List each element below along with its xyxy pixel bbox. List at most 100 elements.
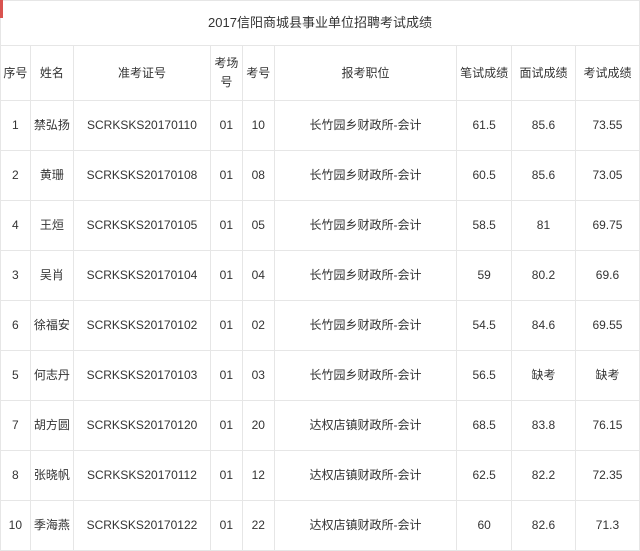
header-exam: 考试成绩 (575, 46, 639, 101)
cell-exam: 73.05 (575, 151, 639, 201)
cell-seq: 7 (1, 401, 31, 451)
cell-room: 01 (210, 101, 242, 151)
cell-exam: 69.55 (575, 301, 639, 351)
cell-name: 张晓帆 (30, 451, 73, 501)
cell-written: 60 (457, 501, 512, 551)
cell-interview: 85.6 (512, 151, 576, 201)
cell-num: 12 (242, 451, 274, 501)
cell-name: 季海燕 (30, 501, 73, 551)
cell-interview: 80.2 (512, 251, 576, 301)
cell-seq: 10 (1, 501, 31, 551)
accent-bar (0, 0, 3, 18)
cell-name: 黄珊 (30, 151, 73, 201)
cell-name: 徐福安 (30, 301, 73, 351)
table-row: 3吴肖SCRKSKS201701040104长竹园乡财政所-会计5980.269… (1, 251, 640, 301)
cell-admission: SCRKSKS20170110 (74, 101, 211, 151)
table-row: 6徐福安SCRKSKS201701020102长竹园乡财政所-会计54.584.… (1, 301, 640, 351)
table-title: 2017信阳商城县事业单位招聘考试成绩 (1, 1, 640, 46)
cell-written: 62.5 (457, 451, 512, 501)
cell-exam: 69.75 (575, 201, 639, 251)
cell-admission: SCRKSKS20170103 (74, 351, 211, 401)
cell-name: 禁弘扬 (30, 101, 73, 151)
header-admission: 准考证号 (74, 46, 211, 101)
cell-name: 王烜 (30, 201, 73, 251)
cell-num: 08 (242, 151, 274, 201)
cell-num: 05 (242, 201, 274, 251)
cell-admission: SCRKSKS20170122 (74, 501, 211, 551)
table-row: 1禁弘扬SCRKSKS201701100110长竹园乡财政所-会计61.585.… (1, 101, 640, 151)
cell-exam: 71.3 (575, 501, 639, 551)
cell-written: 56.5 (457, 351, 512, 401)
table-body: 1禁弘扬SCRKSKS201701100110长竹园乡财政所-会计61.585.… (1, 101, 640, 551)
cell-seq: 2 (1, 151, 31, 201)
cell-interview: 缺考 (512, 351, 576, 401)
cell-exam: 72.35 (575, 451, 639, 501)
table-row: 7胡方圆SCRKSKS201701200120达权店镇财政所-会计68.583.… (1, 401, 640, 451)
cell-room: 01 (210, 201, 242, 251)
cell-position: 长竹园乡财政所-会计 (274, 151, 457, 201)
cell-num: 04 (242, 251, 274, 301)
cell-interview: 82.2 (512, 451, 576, 501)
table-row: 8张晓帆SCRKSKS201701120112达权店镇财政所-会计62.582.… (1, 451, 640, 501)
cell-num: 03 (242, 351, 274, 401)
title-row: 2017信阳商城县事业单位招聘考试成绩 (1, 1, 640, 46)
header-row: 序号 姓名 准考证号 考场号 考号 报考职位 笔试成绩 面试成绩 考试成绩 (1, 46, 640, 101)
cell-position: 长竹园乡财政所-会计 (274, 201, 457, 251)
header-seq: 序号 (1, 46, 31, 101)
cell-written: 54.5 (457, 301, 512, 351)
header-name: 姓名 (30, 46, 73, 101)
cell-written: 59 (457, 251, 512, 301)
cell-num: 22 (242, 501, 274, 551)
cell-room: 01 (210, 351, 242, 401)
cell-interview: 84.6 (512, 301, 576, 351)
results-table: 2017信阳商城县事业单位招聘考试成绩 序号 姓名 准考证号 考场号 考号 报考… (0, 0, 640, 551)
cell-room: 01 (210, 251, 242, 301)
cell-written: 68.5 (457, 401, 512, 451)
cell-room: 01 (210, 301, 242, 351)
cell-exam: 73.55 (575, 101, 639, 151)
cell-seq: 3 (1, 251, 31, 301)
cell-position: 长竹园乡财政所-会计 (274, 101, 457, 151)
header-position: 报考职位 (274, 46, 457, 101)
cell-admission: SCRKSKS20170102 (74, 301, 211, 351)
cell-admission: SCRKSKS20170120 (74, 401, 211, 451)
cell-position: 达权店镇财政所-会计 (274, 401, 457, 451)
cell-admission: SCRKSKS20170108 (74, 151, 211, 201)
cell-written: 61.5 (457, 101, 512, 151)
cell-written: 58.5 (457, 201, 512, 251)
header-interview: 面试成绩 (512, 46, 576, 101)
cell-name: 胡方圆 (30, 401, 73, 451)
cell-interview: 81 (512, 201, 576, 251)
cell-interview: 82.6 (512, 501, 576, 551)
table-container: 2017信阳商城县事业单位招聘考试成绩 序号 姓名 准考证号 考场号 考号 报考… (0, 0, 640, 551)
cell-interview: 83.8 (512, 401, 576, 451)
cell-position: 长竹园乡财政所-会计 (274, 351, 457, 401)
header-room: 考场号 (210, 46, 242, 101)
cell-num: 02 (242, 301, 274, 351)
cell-exam: 缺考 (575, 351, 639, 401)
cell-seq: 8 (1, 451, 31, 501)
cell-num: 10 (242, 101, 274, 151)
cell-name: 吴肖 (30, 251, 73, 301)
cell-admission: SCRKSKS20170105 (74, 201, 211, 251)
table-row: 5何志丹SCRKSKS201701030103长竹园乡财政所-会计56.5缺考缺… (1, 351, 640, 401)
cell-exam: 69.6 (575, 251, 639, 301)
cell-admission: SCRKSKS20170112 (74, 451, 211, 501)
cell-position: 达权店镇财政所-会计 (274, 501, 457, 551)
cell-num: 20 (242, 401, 274, 451)
cell-name: 何志丹 (30, 351, 73, 401)
cell-seq: 5 (1, 351, 31, 401)
cell-room: 01 (210, 151, 242, 201)
table-row: 2黄珊SCRKSKS201701080108长竹园乡财政所-会计60.585.6… (1, 151, 640, 201)
cell-room: 01 (210, 501, 242, 551)
cell-admission: SCRKSKS20170104 (74, 251, 211, 301)
table-row: 10季海燕SCRKSKS201701220122达权店镇财政所-会计6082.6… (1, 501, 640, 551)
cell-written: 60.5 (457, 151, 512, 201)
header-num: 考号 (242, 46, 274, 101)
cell-seq: 4 (1, 201, 31, 251)
table-row: 4王烜SCRKSKS201701050105长竹园乡财政所-会计58.58169… (1, 201, 640, 251)
cell-seq: 6 (1, 301, 31, 351)
cell-position: 长竹园乡财政所-会计 (274, 301, 457, 351)
cell-room: 01 (210, 401, 242, 451)
cell-seq: 1 (1, 101, 31, 151)
